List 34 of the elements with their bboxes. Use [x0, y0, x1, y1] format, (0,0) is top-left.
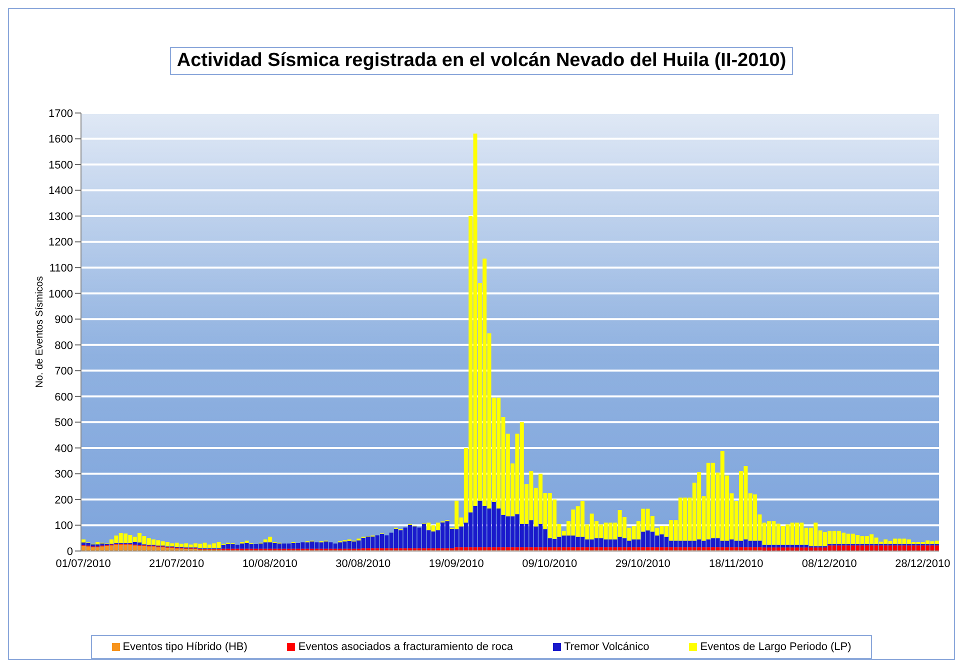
y-tick-label: 0	[66, 546, 73, 558]
y-tick-label: 300	[54, 468, 73, 481]
y-tick-label: 1100	[49, 262, 73, 274]
x-tick-label: 28/12/2010	[895, 558, 950, 570]
x-tick-label: 09/10/2010	[522, 558, 578, 570]
x-tick-label: 19/09/2010	[428, 558, 484, 570]
y-tick-label: 1200	[48, 236, 73, 249]
y-tick-label: 700	[54, 366, 73, 378]
y-tick-label: 900	[54, 314, 73, 326]
x-tick-label: 29/10/2010	[615, 558, 670, 570]
y-tick-label: 100	[54, 520, 73, 532]
x-tick-label: 01/07/2010	[56, 558, 111, 570]
x-tick-label: 18/11/2010	[709, 558, 764, 570]
y-tick-label: 800	[54, 340, 73, 352]
y-tick-label: 200	[54, 494, 73, 506]
y-tick-label: 1300	[48, 210, 73, 223]
x-tick-label: 21/07/2010	[149, 558, 204, 570]
chart-title: Actividad Sísmica registrada en el volcán Nevado del Huila (II-2010)	[170, 47, 794, 75]
y-tick-label: 400	[54, 442, 73, 455]
y-tick-label: 1000	[48, 288, 73, 300]
x-tick-label: 10/08/2010	[242, 558, 298, 570]
legend-label: Tremor Volcánico	[564, 641, 650, 653]
y-axis-title: No. de Eventos Sísmicos	[34, 276, 46, 388]
legend-label: Eventos de Largo Periodo (LP)	[700, 641, 852, 653]
legend-label: Eventos tipo Híbrido (HB)	[122, 641, 248, 653]
y-tick-label: 1700	[48, 108, 73, 120]
y-tick-label: 1500	[48, 159, 73, 172]
x-tick-label: 08/12/2010	[802, 558, 857, 570]
y-tick-label: 1600	[48, 134, 73, 146]
y-tick-label: 600	[54, 391, 73, 404]
y-tick-label: 1400	[48, 185, 73, 198]
legend-label: Eventos asociados a fracturamiento de roca	[298, 641, 514, 653]
y-tick-label: 500	[54, 417, 73, 430]
x-tick-label: 30/08/2010	[336, 558, 391, 570]
